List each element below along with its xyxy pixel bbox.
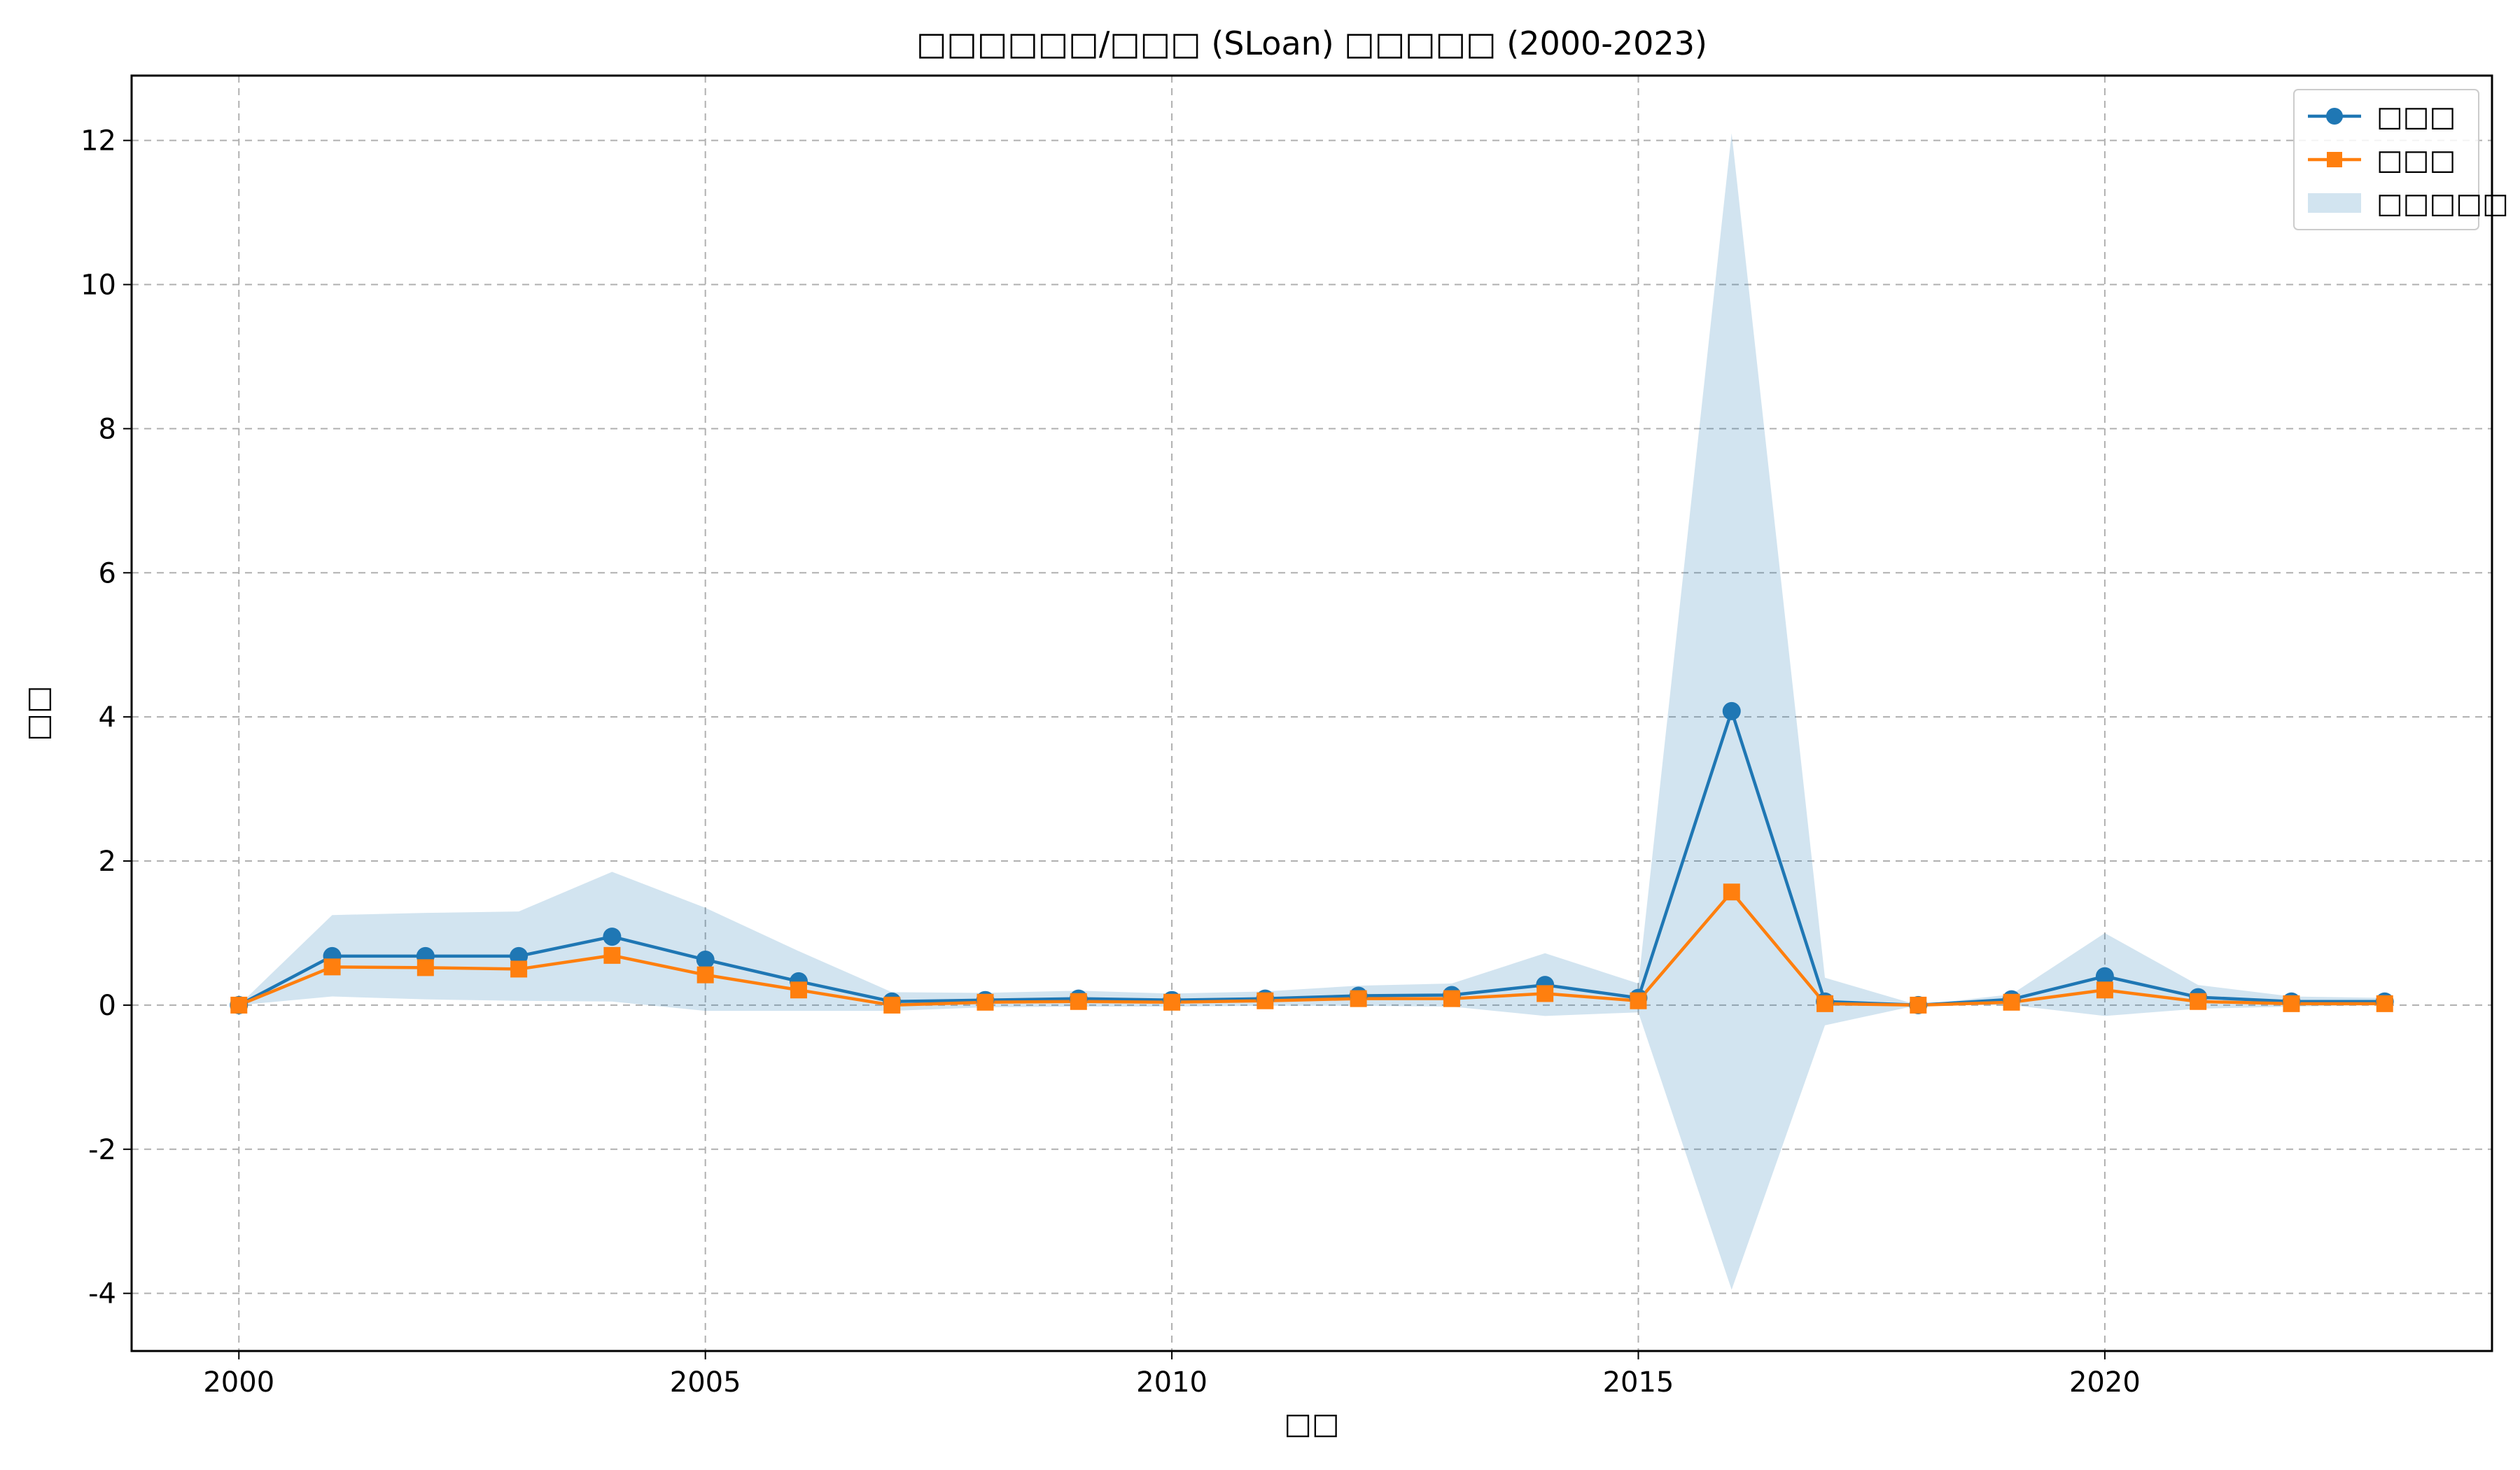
data-point-2 <box>1630 992 1647 1009</box>
y-tick-label: 0 <box>99 990 116 1022</box>
legend-marker <box>2327 152 2342 167</box>
y-tick-label: 4 <box>99 701 116 734</box>
x-tick-label: 2010 <box>1136 1366 1208 1399</box>
data-point-2 <box>2096 981 2113 999</box>
legend: □□□□□□□□□□□ <box>2293 89 2509 230</box>
data-point-2 <box>1443 990 1460 1007</box>
data-point-1 <box>603 927 622 946</box>
legend-label: □□□ <box>2376 144 2456 176</box>
y-tick-label: -4 <box>88 1278 116 1310</box>
data-point-2 <box>1723 883 1740 901</box>
data-point-2 <box>603 946 621 964</box>
data-point-2 <box>1070 993 1087 1010</box>
y-tick-label: 8 <box>99 413 116 445</box>
y-axis-ticks: -4 -2 0 2 4 6 8 10 12 <box>80 125 132 1310</box>
data-point-2 <box>2190 993 2207 1010</box>
y-tick-label: 10 <box>80 270 116 302</box>
data-point-1 <box>1722 701 1741 720</box>
y-tick-label: -2 <box>88 1134 116 1166</box>
series-lines <box>238 709 2385 1007</box>
data-point-2 <box>1816 995 1834 1012</box>
legend-swatch <box>2308 193 2361 213</box>
x-tick-label: 2000 <box>203 1366 274 1399</box>
plot-frame <box>130 74 2493 1352</box>
data-point-2 <box>2003 993 2020 1011</box>
legend-item-3: □□□□□ <box>2308 188 2509 220</box>
band-area <box>239 133 2385 1290</box>
legend-item-2: □□□ <box>2308 144 2456 176</box>
data-point-1 <box>2095 967 2114 986</box>
data-point-2 <box>1256 992 1274 1009</box>
data-point-2 <box>230 996 248 1014</box>
legend-box <box>2293 89 2479 230</box>
data-point-2 <box>510 960 528 978</box>
y-tick-label: 6 <box>99 557 116 589</box>
data-point-2 <box>976 993 994 1011</box>
data-point-1 <box>696 951 715 969</box>
series-line-2 <box>238 890 2385 1007</box>
data-point-2 <box>1163 993 1181 1011</box>
data-point-2 <box>416 959 434 976</box>
legend-marker <box>2326 108 2343 125</box>
x-axis-ticks: 2000 2005 2010 2015 2020 <box>203 1351 2141 1399</box>
x-tick-label: 2015 <box>1603 1366 1674 1399</box>
legend-item-1: □□□ <box>2308 101 2456 133</box>
series-markers <box>230 701 2394 1014</box>
data-point-2 <box>1910 996 1927 1014</box>
series-line-1 <box>238 709 2385 1007</box>
grid-lines <box>132 76 2492 1351</box>
data-point-2 <box>2283 995 2300 1012</box>
chart-title: □□□□□□/□□□ (SLoan) □□□□□ (2000-2023) <box>916 24 1707 62</box>
legend-label: □□□ <box>2376 101 2456 133</box>
legend-label: □□□□□ <box>2376 188 2509 220</box>
x-tick-label: 2005 <box>670 1366 741 1399</box>
uncertainty-band <box>239 133 2385 1290</box>
data-point-2 <box>696 966 714 983</box>
data-point-2 <box>2376 995 2393 1012</box>
data-point-2 <box>883 996 901 1014</box>
y-tick-label: 2 <box>99 846 116 878</box>
x-axis-label: □□ <box>1284 1406 1339 1441</box>
data-point-2 <box>790 981 807 999</box>
y-tick-label: 12 <box>80 125 116 158</box>
x-tick-label: 2020 <box>2069 1366 2141 1399</box>
y-axis-label: □□ <box>20 685 55 741</box>
data-point-1 <box>510 946 528 965</box>
data-point-2 <box>1536 985 1554 1002</box>
data-point-2 <box>1350 990 1367 1007</box>
data-point-2 <box>323 958 341 976</box>
